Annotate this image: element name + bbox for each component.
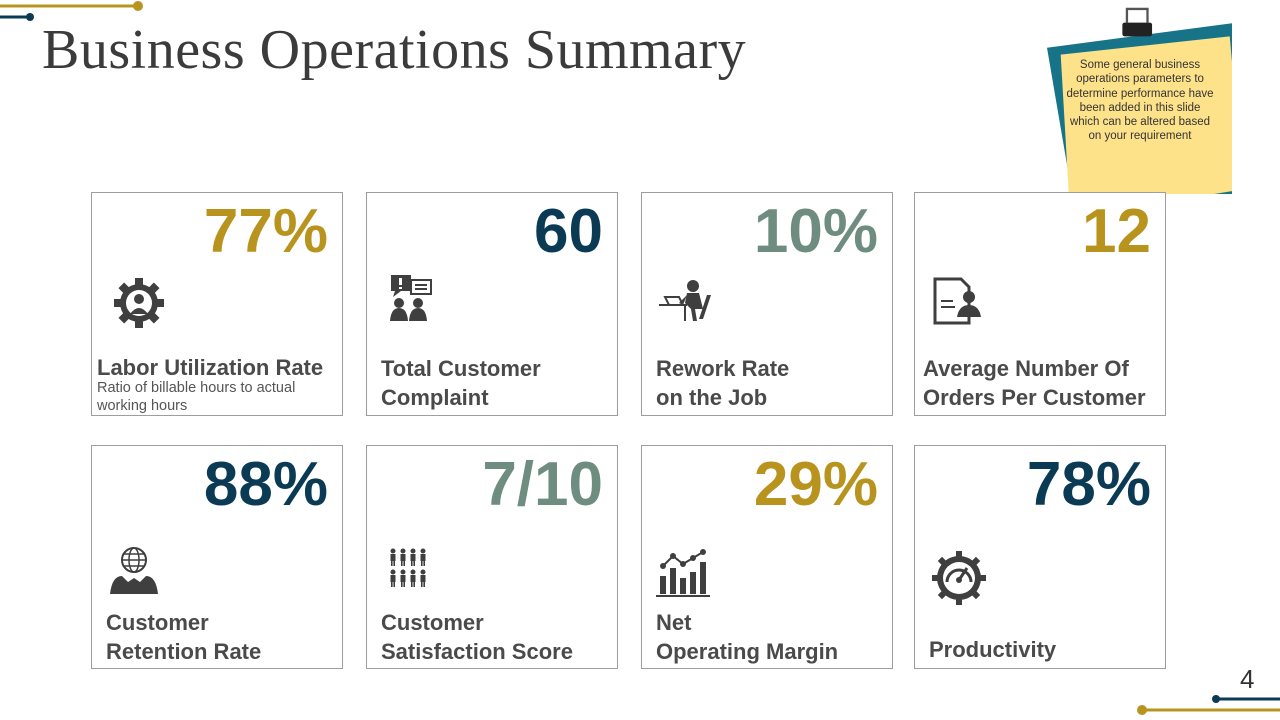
card-label: Labor Utilization Rate bbox=[97, 355, 324, 380]
card-value: 60 bbox=[534, 197, 603, 266]
card-average-orders: 12 Average Number Of Orders Per Customer bbox=[914, 192, 1166, 416]
card-rework-rate: 10% Rework Rate on the Job bbox=[641, 192, 893, 416]
gear-person-icon bbox=[114, 278, 164, 328]
card-value: 29% bbox=[753, 450, 878, 519]
card-net-operating-margin: 29% Net Operating Margin bbox=[641, 445, 893, 669]
card-value: 12 bbox=[1082, 197, 1151, 266]
card-label: Complaint bbox=[381, 385, 489, 410]
globe-handshake-icon bbox=[110, 547, 158, 594]
card-value: 88% bbox=[203, 450, 328, 519]
card-labor-utilization: 77% Labor Utilization Rate Ratio of bill… bbox=[91, 192, 343, 416]
gauge-gear-icon bbox=[932, 551, 986, 605]
top-left-decoration bbox=[0, 1, 143, 21]
card-total-complaint: 60 Total Customer Complaint bbox=[366, 192, 618, 416]
card-customer-retention: 88% Customer Retention Rate bbox=[91, 445, 343, 669]
card-productivity: 78% Productivity bbox=[914, 445, 1166, 669]
card-label: Retention Rate bbox=[106, 639, 262, 664]
complaint-icon bbox=[390, 275, 432, 321]
card-value: 10% bbox=[753, 197, 878, 266]
bottom-right-decoration bbox=[1137, 695, 1280, 715]
card-subtext: Ratio of billable hours to actual workin… bbox=[97, 380, 296, 414]
card-value: 77% bbox=[203, 197, 328, 266]
card-label: Productivity bbox=[929, 637, 1057, 662]
card-label: Satisfaction Score bbox=[381, 639, 573, 664]
card-value: 78% bbox=[1026, 450, 1151, 519]
note-text: Some general business operations paramet… bbox=[1066, 59, 1214, 143]
page-number: 4 bbox=[1240, 664, 1255, 694]
card-label: Orders Per Customer bbox=[923, 385, 1146, 410]
card-label: Rework Rate bbox=[656, 356, 790, 381]
card-label: Customer bbox=[106, 610, 209, 635]
sticky-note bbox=[1047, 7, 1232, 194]
card-value: 7/10 bbox=[482, 450, 603, 519]
card-label: Net bbox=[656, 610, 692, 635]
card-label: on the Job bbox=[656, 385, 768, 410]
page-title: Business Operations Summary bbox=[42, 19, 747, 81]
people-grid-icon bbox=[390, 548, 426, 587]
desk-worker-icon bbox=[659, 280, 711, 321]
document-person-icon bbox=[933, 277, 981, 325]
card-label: Average Number Of bbox=[923, 356, 1129, 381]
card-label: Total Customer bbox=[381, 356, 541, 381]
card-customer-satisfaction: 7/10 Customer Satisfaction Score bbox=[366, 445, 618, 669]
card-label: Customer bbox=[381, 610, 484, 635]
card-label: Operating Margin bbox=[656, 639, 839, 664]
bar-chart-icon bbox=[656, 549, 710, 597]
